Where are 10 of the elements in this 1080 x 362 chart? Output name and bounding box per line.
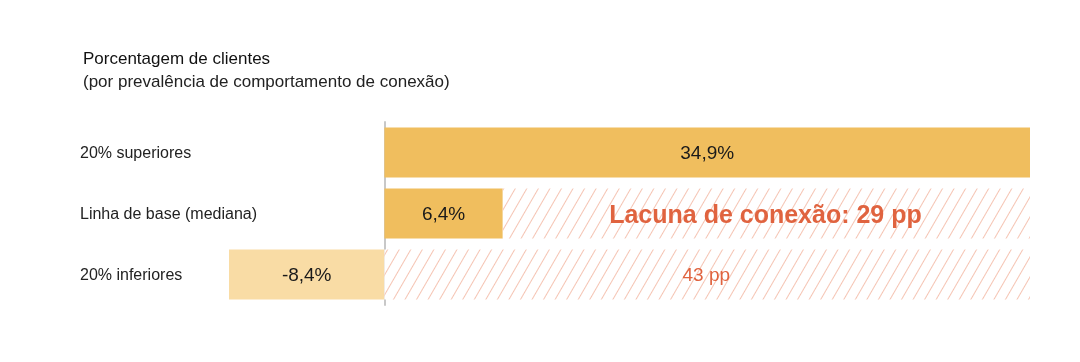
data-label: -8,4% — [281, 264, 332, 285]
chart-subtitle: (por prevalência de comportamento de conexão) — [83, 72, 450, 91]
annotation: 43 pp — [682, 264, 731, 285]
data-label: 6,4% — [421, 203, 466, 224]
y-tick-label: Linha de base (mediana) — [80, 205, 258, 222]
y-tick-label: 20% inferiores — [80, 266, 183, 283]
y-tick-label: 20% superiores — [80, 144, 192, 161]
chart-title: Porcentagem de clientes — [83, 49, 271, 68]
data-label: 34,9% — [680, 142, 735, 163]
annotation: Lacuna de conexão: 29 pp — [609, 199, 922, 228]
